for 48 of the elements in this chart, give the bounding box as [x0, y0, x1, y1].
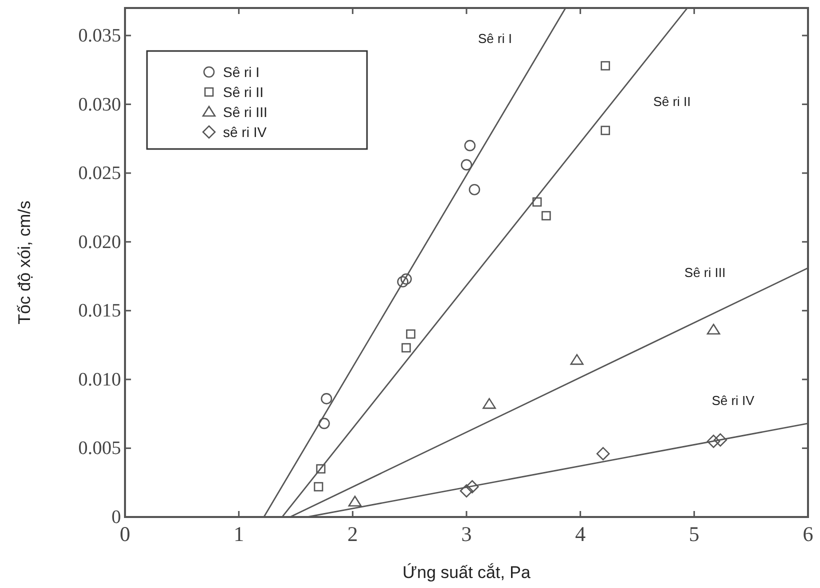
annotation: Sê ri IV [712, 393, 755, 408]
legend-label: Sê ri II [223, 84, 264, 100]
x-axis-title: Ứng suất cắt, Pa [402, 563, 531, 582]
point [706, 324, 720, 335]
point [348, 496, 362, 507]
x-tick-label: 5 [688, 522, 700, 546]
annotation: Sê ri II [653, 94, 691, 109]
point [316, 464, 326, 474]
x-tick-label: 4 [575, 522, 586, 546]
point [460, 159, 472, 170]
point [406, 329, 416, 339]
point [714, 433, 727, 447]
x-tick-label: 1 [234, 522, 244, 546]
x-tick-label: 2 [347, 522, 358, 546]
y-tick-label: 0 [112, 507, 121, 528]
point [400, 273, 412, 285]
annotation: Sê ri III [684, 265, 726, 280]
legend-label: sê ri IV [223, 124, 268, 140]
point [482, 398, 496, 409]
point [318, 418, 330, 430]
x-tick-label: 6 [802, 522, 814, 546]
point [402, 343, 411, 352]
point [532, 197, 542, 207]
point [320, 393, 332, 404]
y-tick-label: 0.030 [78, 94, 121, 116]
y-tick-label: 0.025 [78, 163, 121, 184]
point [596, 447, 610, 460]
point [600, 61, 610, 70]
y-tick-label: 0.020 [78, 232, 121, 253]
point [600, 126, 610, 136]
point [466, 480, 479, 494]
point [464, 140, 476, 152]
legend-label: Sê ri III [223, 104, 268, 120]
point [397, 276, 408, 288]
y-tick-label: 0.005 [78, 438, 121, 460]
y-tick-label: 0.035 [78, 26, 121, 47]
point [706, 434, 720, 448]
point [542, 211, 551, 220]
y-tick-label: 0.010 [78, 369, 121, 390]
point [314, 482, 324, 492]
legend-label: Sê ri I [223, 64, 260, 80]
point [468, 184, 480, 196]
x-tick-label: 3 [461, 522, 472, 546]
y-axis-title: Tốc độ xói, cm/s [15, 200, 34, 324]
point [460, 484, 474, 498]
y-tick-label: 0.015 [78, 300, 121, 322]
annotation: Sê ri I [478, 31, 512, 46]
point [570, 354, 584, 365]
